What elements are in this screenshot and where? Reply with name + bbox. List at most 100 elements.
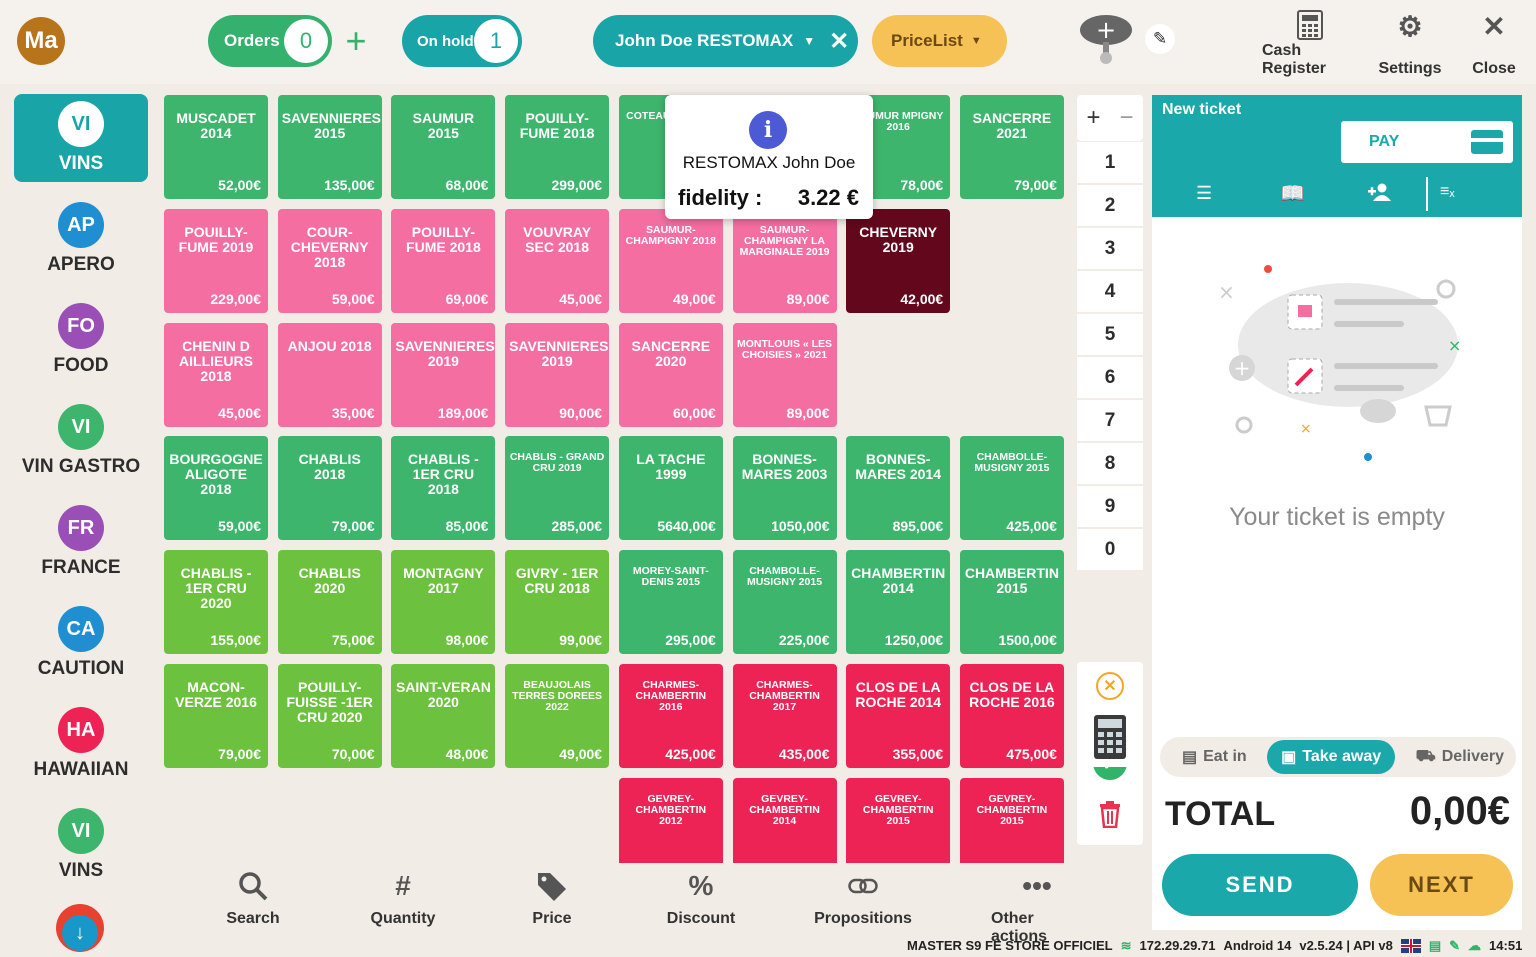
- product-tile[interactable]: VOUVRAY SEC 2018 45,00€: [505, 208, 610, 313]
- product-tile[interactable]: MOREY-SAINT-DENIS 2015 295,00€: [618, 550, 723, 655]
- product-tile[interactable]: SAVENNIERES 2019 189,00€: [391, 322, 496, 427]
- category-france[interactable]: FR FRANCE: [14, 498, 148, 586]
- credit-card-icon: [1471, 130, 1503, 154]
- product-tile[interactable]: CHABLIS 2018 79,00€: [277, 436, 382, 541]
- cancel-quantity-icon[interactable]: ✕: [1096, 672, 1124, 700]
- add-order-button[interactable]: +: [345, 20, 367, 61]
- product-tile[interactable]: CLOS DE LA ROCHE 2014 355,00€: [846, 664, 951, 768]
- table-lamp-icon[interactable]: +: [1080, 12, 1132, 66]
- close-button[interactable]: ✕ Close: [1466, 8, 1522, 78]
- product-tile[interactable]: CHAMBERTIN 2014 1250,00€: [846, 550, 951, 655]
- category-hawaiian[interactable]: HA HAWAIIAN: [14, 700, 148, 788]
- key-0[interactable]: 0: [1077, 528, 1143, 570]
- quantity-label: Quantity: [370, 910, 436, 927]
- discount-button[interactable]: % Discount: [667, 870, 735, 928]
- product-tile[interactable]: CHAMBERTIN 2015 1500,00€: [959, 550, 1064, 655]
- clear-list-icon[interactable]: ≡ₓ: [1440, 183, 1455, 200]
- key-9[interactable]: 9: [1077, 485, 1143, 527]
- product-tile[interactable]: CHENIN D AILLIEURS 2018 45,00€: [164, 322, 268, 427]
- clear-customer-icon[interactable]: ✕: [829, 27, 850, 55]
- pencil-icon[interactable]: ✎: [1145, 24, 1175, 54]
- key-2[interactable]: 2: [1077, 184, 1143, 226]
- mode-delivery[interactable]: ⛟ Delivery: [1402, 740, 1508, 774]
- product-tile[interactable]: COUR-CHEVERNY 2018 59,00€: [277, 208, 382, 313]
- plus-button[interactable]: +: [1086, 104, 1101, 131]
- product-tile[interactable]: BEAUJOLAIS TERRES DOREES 2022 49,00€: [505, 664, 610, 768]
- key-7[interactable]: 7: [1077, 399, 1143, 441]
- key-3[interactable]: 3: [1077, 227, 1143, 269]
- product-tile[interactable]: MUSCADET 2014 52,00€: [164, 95, 268, 199]
- scroll-down-button[interactable]: ↓: [56, 904, 104, 952]
- propositions-button[interactable]: Propositions: [814, 870, 912, 928]
- product-tile[interactable]: ANJOU 2018 35,00€: [277, 322, 382, 427]
- product-tile[interactable]: CHABLIS - GRAND CRU 2019 285,00€: [505, 436, 610, 541]
- product-tile[interactable]: SAINT-VERAN 2020 48,00€: [391, 664, 496, 768]
- product-tile[interactable]: MONTAGNY 2017 98,00€: [391, 550, 496, 655]
- product-tile[interactable]: SAUMUR 2015 68,00€: [391, 95, 496, 199]
- customer-selector[interactable]: John Doe RESTOMAX ▼ ✕: [593, 15, 858, 67]
- minus-button[interactable]: −: [1119, 104, 1134, 131]
- product-tile[interactable]: POUILLY-FUISSE -1ER CRU 2020 70,00€: [277, 664, 382, 768]
- key-6[interactable]: 6: [1077, 356, 1143, 398]
- product-tile[interactable]: SANCERRE 2021 79,00€: [959, 95, 1064, 199]
- product-tile[interactable]: MONTLOUIS « LES CHOISIES » 2021 89,00€: [732, 322, 837, 427]
- product-tile[interactable]: CHARMES-CHAMBERTIN 2016 425,00€: [618, 664, 723, 768]
- product-tile[interactable]: LA TACHE 1999 5640,00€: [618, 436, 723, 541]
- quantity-button[interactable]: # Quantity: [369, 870, 437, 928]
- book-icon[interactable]: 📖: [1280, 183, 1305, 205]
- product-tile[interactable]: SAVENNIERES 2019 90,00€: [505, 322, 610, 427]
- product-tile[interactable]: GEVREY-CHAMBERTIN 2015: [846, 777, 951, 863]
- key-8[interactable]: 8: [1077, 442, 1143, 484]
- product-tile[interactable]: GIVRY - 1ER CRU 2018 99,00€: [505, 550, 610, 655]
- product-tile[interactable]: SAUMUR-CHAMPIGNY 2018 49,00€: [618, 208, 723, 313]
- key-1[interactable]: 1: [1077, 141, 1143, 183]
- price-button[interactable]: Price: [531, 870, 573, 928]
- user-avatar[interactable]: Ma: [17, 17, 65, 65]
- pricelist-selector[interactable]: PriceList ▼: [872, 15, 1007, 67]
- category-vins[interactable]: VI VINS: [14, 801, 148, 889]
- product-tile[interactable]: POUILLY-FUME 2019 229,00€: [164, 208, 268, 313]
- mode-take-away[interactable]: ▣ Take away: [1267, 740, 1396, 774]
- category-vins[interactable]: VI VINS: [14, 94, 148, 182]
- add-person-icon[interactable]: [1368, 183, 1392, 206]
- cash-register-button[interactable]: Cash Register: [1262, 8, 1358, 78]
- mode-eat-in[interactable]: ▤ Eat in: [1168, 740, 1261, 774]
- calculator-icon[interactable]: [1077, 707, 1143, 767]
- product-tile[interactable]: CLOS DE LA ROCHE 2016 475,00€: [959, 664, 1064, 768]
- list-icon[interactable]: ☰: [1196, 183, 1213, 203]
- product-tile[interactable]: CHARMES-CHAMBERTIN 2017 435,00€: [732, 664, 837, 768]
- key-4[interactable]: 4: [1077, 270, 1143, 312]
- pay-button[interactable]: PAY: [1341, 121, 1513, 163]
- search-button[interactable]: Search: [226, 870, 280, 928]
- product-tile[interactable]: SANCERRE 2020 60,00€: [618, 322, 723, 427]
- product-tile[interactable]: CHABLIS - 1ER CRU 2020 155,00€: [164, 550, 268, 655]
- category-apero[interactable]: AP APERO: [14, 195, 148, 283]
- trash-icon[interactable]: [1077, 783, 1143, 845]
- key-5[interactable]: 5: [1077, 313, 1143, 355]
- product-tile[interactable]: CHAMBOLLE-MUSIGNY 2015 425,00€: [959, 436, 1064, 541]
- product-tile[interactable]: GEVREY-CHAMBERTIN 2015: [959, 777, 1064, 863]
- category-vin-gastro[interactable]: VI VIN GASTRO: [14, 397, 148, 485]
- product-tile[interactable]: SAUMUR-CHAMPIGNY LA MARGINALE 2019 89,00€: [732, 208, 837, 313]
- product-tile[interactable]: SAVENNIERES 2015 135,00€: [277, 95, 382, 199]
- product-tile[interactable]: BOURGOGNE ALIGOTE 2018 59,00€: [164, 436, 268, 541]
- product-tile[interactable]: BONNES-MARES 2003 1050,00€: [732, 436, 837, 541]
- product-tile[interactable]: GEVREY-CHAMBERTIN 2014: [732, 777, 837, 863]
- product-tile[interactable]: GEVREY-CHAMBERTIN 2012: [618, 777, 723, 863]
- on-hold-button[interactable]: On hold 1: [402, 15, 522, 67]
- send-button[interactable]: SEND: [1162, 854, 1358, 916]
- other-actions-button[interactable]: ••• Other actions: [991, 870, 1083, 946]
- next-button[interactable]: NEXT: [1370, 854, 1513, 916]
- category-caution[interactable]: CA CAUTION: [14, 599, 148, 687]
- product-tile[interactable]: CHAMBOLLE-MUSIGNY 2015 225,00€: [732, 550, 837, 655]
- product-tile[interactable]: CHABLIS 2020 75,00€: [277, 550, 382, 655]
- settings-button[interactable]: ⚙ Settings: [1376, 8, 1444, 78]
- product-tile[interactable]: BONNES-MARES 2014 895,00€: [846, 436, 951, 541]
- product-tile[interactable]: POUILLY-FUME 2018 299,00€: [505, 95, 610, 199]
- product-tile[interactable]: CHEVERNY 2019 42,00€: [846, 208, 951, 313]
- product-tile[interactable]: CHABLIS - 1ER CRU 2018 85,00€: [391, 436, 496, 541]
- product-tile[interactable]: POUILLY-FUME 2018 69,00€: [391, 208, 496, 313]
- category-food[interactable]: FO FOOD: [14, 296, 148, 384]
- product-tile[interactable]: MACON-VERZE 2016 79,00€: [164, 664, 268, 768]
- orders-button[interactable]: Orders 0: [208, 15, 332, 67]
